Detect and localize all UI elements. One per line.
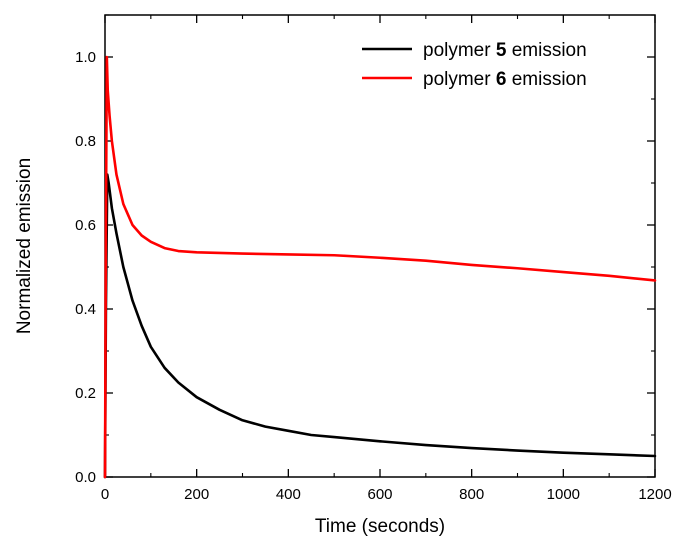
series-line-polymer-6 <box>103 55 657 479</box>
x-tick-label: 800 <box>459 486 484 503</box>
x-tick-label: 1000 <box>547 486 580 503</box>
y-tick-label: 0.4 <box>75 301 96 318</box>
y-tick-label: 0.2 <box>75 385 96 402</box>
x-tick-label: 400 <box>276 486 301 503</box>
x-tick-label: 200 <box>184 486 209 503</box>
x-tick-label: 0 <box>101 486 109 503</box>
series-layer <box>103 55 657 479</box>
y-tick-label: 0.0 <box>75 469 96 486</box>
x-tick-label: 600 <box>367 486 392 503</box>
y-axis-title: Normalized emission <box>14 158 35 334</box>
y-tick-label: 1.0 <box>75 49 96 66</box>
x-axis-title: Time (seconds) <box>315 516 445 537</box>
x-tick-label: 1200 <box>638 486 671 503</box>
legend-label-polymer-6: polymer 6 emission <box>423 69 587 90</box>
tick-labels: 0 200 400 600 800 1000 1200 0.0 0.2 0.4 0.6 0.8 1.0 <box>75 49 672 503</box>
legend: polymer 5 emission polymer 6 emission <box>362 40 587 90</box>
y-tick-label: 0.6 <box>75 217 96 234</box>
series-line-polymer-5 <box>103 173 657 479</box>
legend-label-polymer-5: polymer 5 emission <box>423 40 587 61</box>
y-tick-label: 0.8 <box>75 133 96 150</box>
